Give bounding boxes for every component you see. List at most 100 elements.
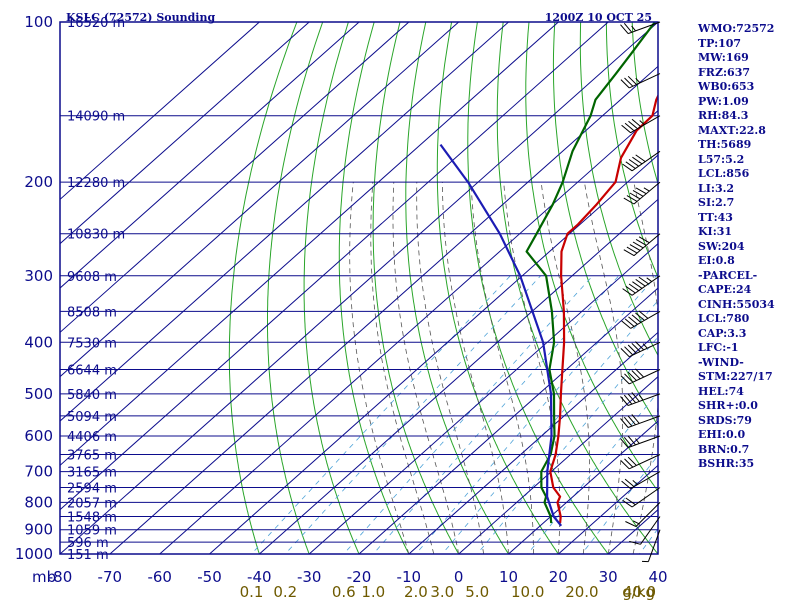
index-item: TP:107 (698, 36, 742, 50)
isotherm (208, 154, 658, 554)
isotherm (60, 22, 510, 422)
temperature-tick-label: -80 (48, 568, 73, 586)
index-item: EI:0.8 (698, 254, 735, 267)
chart-title: KSLC (72572) Sounding (66, 11, 215, 24)
isotherm (557, 464, 658, 554)
index-item: SW:204 (698, 239, 745, 253)
wind-barb (622, 487, 661, 508)
mixing-ratio-unit: g/kg (622, 583, 655, 600)
temperature-tick-label: -60 (147, 568, 172, 586)
height-label: 596 m (67, 536, 109, 551)
isotherm (60, 22, 658, 554)
wind-barb (620, 368, 661, 385)
height-label: 10830 m (67, 228, 125, 243)
isotherm (109, 65, 658, 554)
index-item: LFC:-1 (698, 341, 739, 354)
mixing-ratio-label: 40.0 (623, 583, 656, 600)
height-label: 9608 m (67, 270, 117, 285)
dry-adiabat (496, 22, 658, 554)
index-item: CAPE:24 (698, 283, 752, 296)
index-item: MAXT:22.8 (698, 123, 766, 137)
dry-adiabat (228, 22, 298, 554)
pressure-tick-label: 800 (24, 493, 53, 511)
temperature-tick-label: 0 (454, 568, 464, 586)
isotherm (507, 420, 658, 554)
isotherm (60, 22, 410, 334)
isotherm (60, 22, 460, 378)
mixing-ratio-label: 10.0 (511, 583, 544, 600)
height-label: 8508 m (67, 305, 117, 320)
mixing-ratio-label: 0.6 (332, 583, 356, 600)
wind-barb (620, 414, 661, 428)
height-label: 1059 m (67, 524, 117, 539)
index-item: CAP:3.3 (698, 326, 747, 340)
height-label: 6644 m (67, 364, 117, 379)
height-label: 5840 m (67, 388, 117, 403)
isotherm (358, 287, 658, 554)
height-label: 3765 m (67, 449, 117, 464)
wind-barb (620, 392, 661, 406)
pressure-tick-label: 1000 (15, 545, 53, 563)
wind-barb (621, 310, 661, 329)
isotherm (60, 22, 310, 245)
height-label: 3165 m (67, 466, 117, 481)
isotherm (158, 110, 658, 554)
index-item: PW:1.09 (698, 94, 749, 108)
parcel-line (439, 143, 563, 527)
profile-lines (439, 22, 658, 527)
index-item: -WIND- (698, 355, 744, 369)
index-item: BSHR:35 (698, 457, 755, 470)
index-item: BRN:0.7 (698, 442, 750, 456)
wind-barb (623, 181, 661, 205)
mixing-ratio-label: 0.1 (240, 583, 264, 600)
index-item: LCL:780 (698, 312, 750, 325)
pressure-tick-label: 300 (24, 267, 53, 285)
isotherm (308, 243, 658, 554)
mixing-ratio-line (441, 299, 658, 554)
mixing-ratio-label: 5.0 (465, 583, 489, 600)
wind-barb (622, 150, 661, 172)
index-item: FRZ:637 (698, 65, 751, 79)
moist-adiabat (657, 552, 658, 554)
wind-barb (641, 529, 661, 563)
mixing-ratio-line (527, 391, 658, 554)
height-label: 2057 m (67, 496, 117, 511)
mixing-ratio-line (415, 275, 657, 554)
temperature-tick-label: -50 (197, 568, 222, 586)
temperature-tick-label: -30 (297, 568, 322, 586)
dry-adiabat (525, 22, 658, 493)
index-item: SHR+:0.0 (698, 399, 758, 412)
background-grid (60, 22, 658, 554)
dry-adiabat (436, 22, 559, 554)
pressure-tick-label: 600 (24, 427, 53, 445)
isotherm (60, 22, 609, 511)
wind-barb (629, 516, 661, 545)
wind-barb (621, 115, 661, 134)
index-item: TT:43 (698, 210, 733, 224)
pressure-tick-label: 400 (24, 333, 53, 351)
wind-barb (622, 275, 661, 296)
height-label: 14090 m (67, 110, 125, 125)
temperature-tick-label: -40 (247, 568, 272, 586)
chart-time: 1200Z 10 OCT 25 (545, 11, 652, 24)
mixing-ratio-label: 2.0 (404, 583, 428, 600)
height-label: 4406 m (67, 430, 117, 445)
temperature-tick-label: 20 (549, 568, 568, 586)
index-item: WMO:72572 (698, 22, 775, 35)
height-label: 7530 m (67, 336, 117, 351)
wind-barbs (620, 21, 661, 563)
index-item: STM:227/17 (698, 370, 773, 383)
isotherm (60, 22, 560, 467)
index-item: RH:84.3 (698, 109, 749, 122)
temperature-tick-label: -70 (98, 568, 123, 586)
temperature-line (549, 93, 658, 524)
moist-adiabat (370, 182, 435, 554)
height-label: 1548 m (67, 511, 117, 526)
index-item: WB0:653 (698, 80, 755, 93)
index-item: L57:5.2 (698, 152, 745, 166)
mixing-ratio-line (284, 275, 541, 554)
index-item: TH:5689 (698, 138, 752, 151)
pressure-tick-label: 900 (24, 521, 53, 539)
